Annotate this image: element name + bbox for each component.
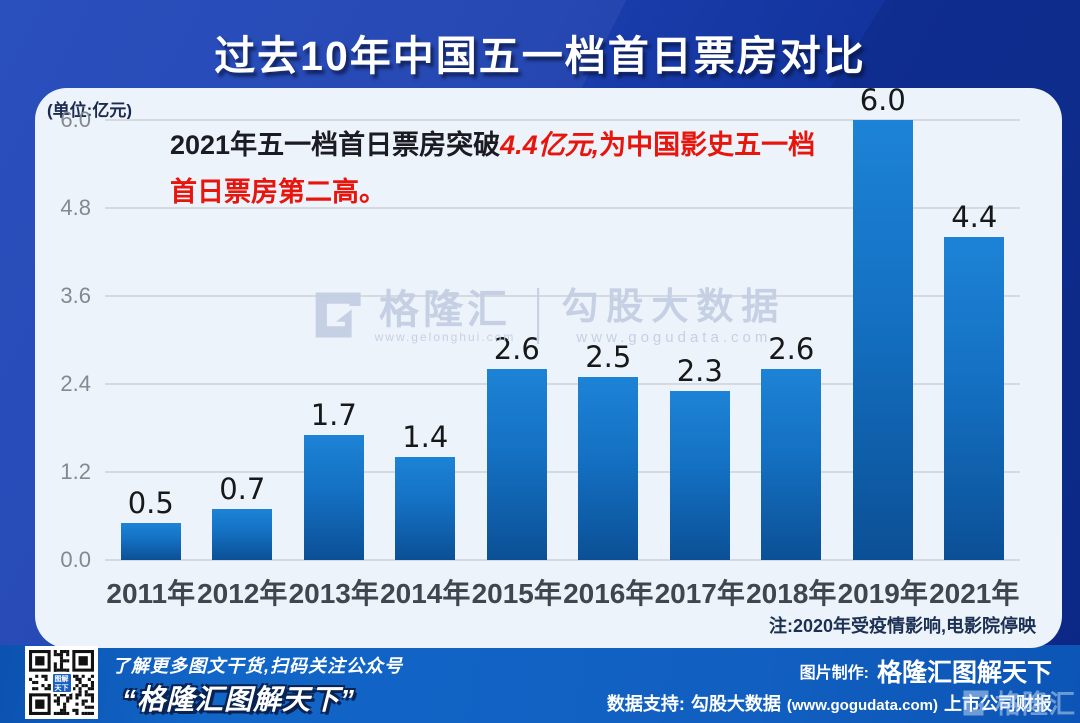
watermark: 格隆汇 www.gelonghui.com 勾股大数据 www.gogudata… [311,286,787,346]
xaxis-row: 2011年 2012年 2013年 2014年 2015年 2016年 2017年 2018年… [105,572,1020,612]
bar [303,435,364,560]
page-title: 过去10年中国五一档首日票房对比 [214,33,866,79]
y-tick-label: 6.0 [60,107,91,132]
annotation-line1: 2021年五一档首日票房突破4.4亿元,为中国影史五一档 [170,122,815,169]
annotation-line2: 首日票房第二高。 [170,177,386,207]
x-tick-label: 2021年 [929,578,1020,609]
brand-slogan: “格隆汇图解天下” [122,684,356,715]
watermark-divider [537,287,540,344]
bar-slot: 6.0 [837,86,929,560]
credit-label: 图片制作: [799,665,869,682]
unit-label: (单位:亿元) [47,101,132,120]
data-support-line: 数据支持: 勾股大数据 (www.gogudata.com) 上市公司财报 [607,690,1052,716]
footer-band [0,645,1080,723]
y-tick-label: 0.0 [60,547,91,572]
x-tick-label: 2012年 [197,578,288,609]
x-tick-label: 2011年 [106,578,196,609]
y-tick-label: 2.4 [60,371,91,396]
corner-watermark: 格隆汇 [961,684,1076,721]
annotation-highlight: 4.4亿元, [500,130,600,160]
bar [852,120,913,560]
qr-center-logo: 图解天下 [50,671,73,694]
credit-line: 图片制作: 格隆汇图解天下 [800,653,1052,689]
annotation-suffix: 为中国影史五一档 [599,130,816,160]
gridline [105,559,1020,561]
bar [944,237,1005,560]
bar-value-label: 4.4 [951,200,998,235]
bar-value-label: 0.7 [219,471,266,506]
bar [578,376,639,560]
bar-slot: 4.4 [929,120,1021,560]
gelonghui-logo-icon-small [963,690,989,715]
watermark-brand-url: www.gelonghui.com [374,329,516,344]
bar-value-label: 2.3 [676,354,723,389]
bar-slot: 0.5 [105,120,197,560]
x-tick-label: 2019年 [837,578,928,609]
qr-caption: 了解更多图文干货,扫码关注公众号 [112,656,403,676]
annotation: 2021年五一档首日票房突破4.4亿元,为中国影史五一档 首日票房第二高。 [170,122,815,216]
watermark-partner: 勾股大数据 [561,286,787,327]
bar-value-label: 2.6 [768,332,815,367]
support-label: 数据支持: [606,694,685,714]
gridline [105,207,1020,209]
gridline [105,119,1020,121]
bar-slot: 2.6 [471,120,563,560]
x-tick-label: 2015年 [471,578,562,609]
corner-watermark-text: 格隆汇 [994,689,1076,719]
gridline [105,471,1020,473]
bar-slot: 1.4 [380,120,472,560]
gogudata-watermark: 勾股大数据 www.gogudata.com [561,286,786,346]
gelonghui-logo-icon [315,292,361,338]
x-tick-label: 2014年 [380,578,471,609]
x-tick-label: 2017年 [654,578,745,609]
bar [669,391,730,560]
bar-slot: 0.7 [197,120,289,560]
x-tick-label: 2016年 [563,578,654,609]
y-tick-label: 3.6 [60,283,91,308]
bar-value-label: 6.0 [859,83,906,117]
qr-code: 图解天下 [25,646,98,719]
chart-panel: (单位:亿元) 0.0 1.2 2.4 3.6 4.8 6.0 0.5 0.7 1.7 1.4 2.… [35,86,1062,648]
bar-value-label: 1.7 [310,398,357,433]
bar-slot: 2.3 [654,120,746,560]
support-source: 勾股大数据 [690,694,781,714]
bar [761,369,822,560]
x-tick-label: 2013年 [288,578,379,609]
gridline [105,295,1020,297]
bar-slot: 1.7 [288,120,380,560]
bar [120,523,181,560]
bar-value-label: 2.6 [493,332,540,367]
bar-value-label: 1.4 [402,420,449,455]
watermark-partner-url: www.gogudata.com [576,328,772,346]
bar-slot: 2.5 [563,120,655,560]
bar-value-label: 0.5 [127,486,174,521]
bars-row: 0.5 0.7 1.7 1.4 2.6 2.5 2.3 2.6 6.0 4.4 [105,86,1021,560]
footnote: 注:2020年受疫情影响,电影院停映 [768,616,1036,636]
bar [212,508,273,560]
credit-brand: 格隆汇图解天下 [876,659,1052,687]
bar [486,369,547,560]
support-url: (www.gogudata.com) [786,697,938,714]
gridline [105,383,1020,385]
y-tick-label: 1.2 [60,459,91,484]
y-tick-label: 4.8 [60,195,91,220]
plot-area: 0.0 1.2 2.4 3.6 4.8 6.0 0.5 0.7 1.7 1.4 2.6 2.5 2.3 2… [60,86,1021,571]
bar-slot: 2.6 [746,120,838,560]
watermark-brand: 格隆汇 [378,287,511,332]
bar-value-label: 2.5 [585,339,632,374]
x-tick-label: 2018年 [746,578,837,609]
annotation-prefix: 2021年五一档首日票房突破 [170,130,501,160]
gelonghui-watermark: 格隆汇 www.gelonghui.com [311,288,516,344]
bar [395,457,456,560]
